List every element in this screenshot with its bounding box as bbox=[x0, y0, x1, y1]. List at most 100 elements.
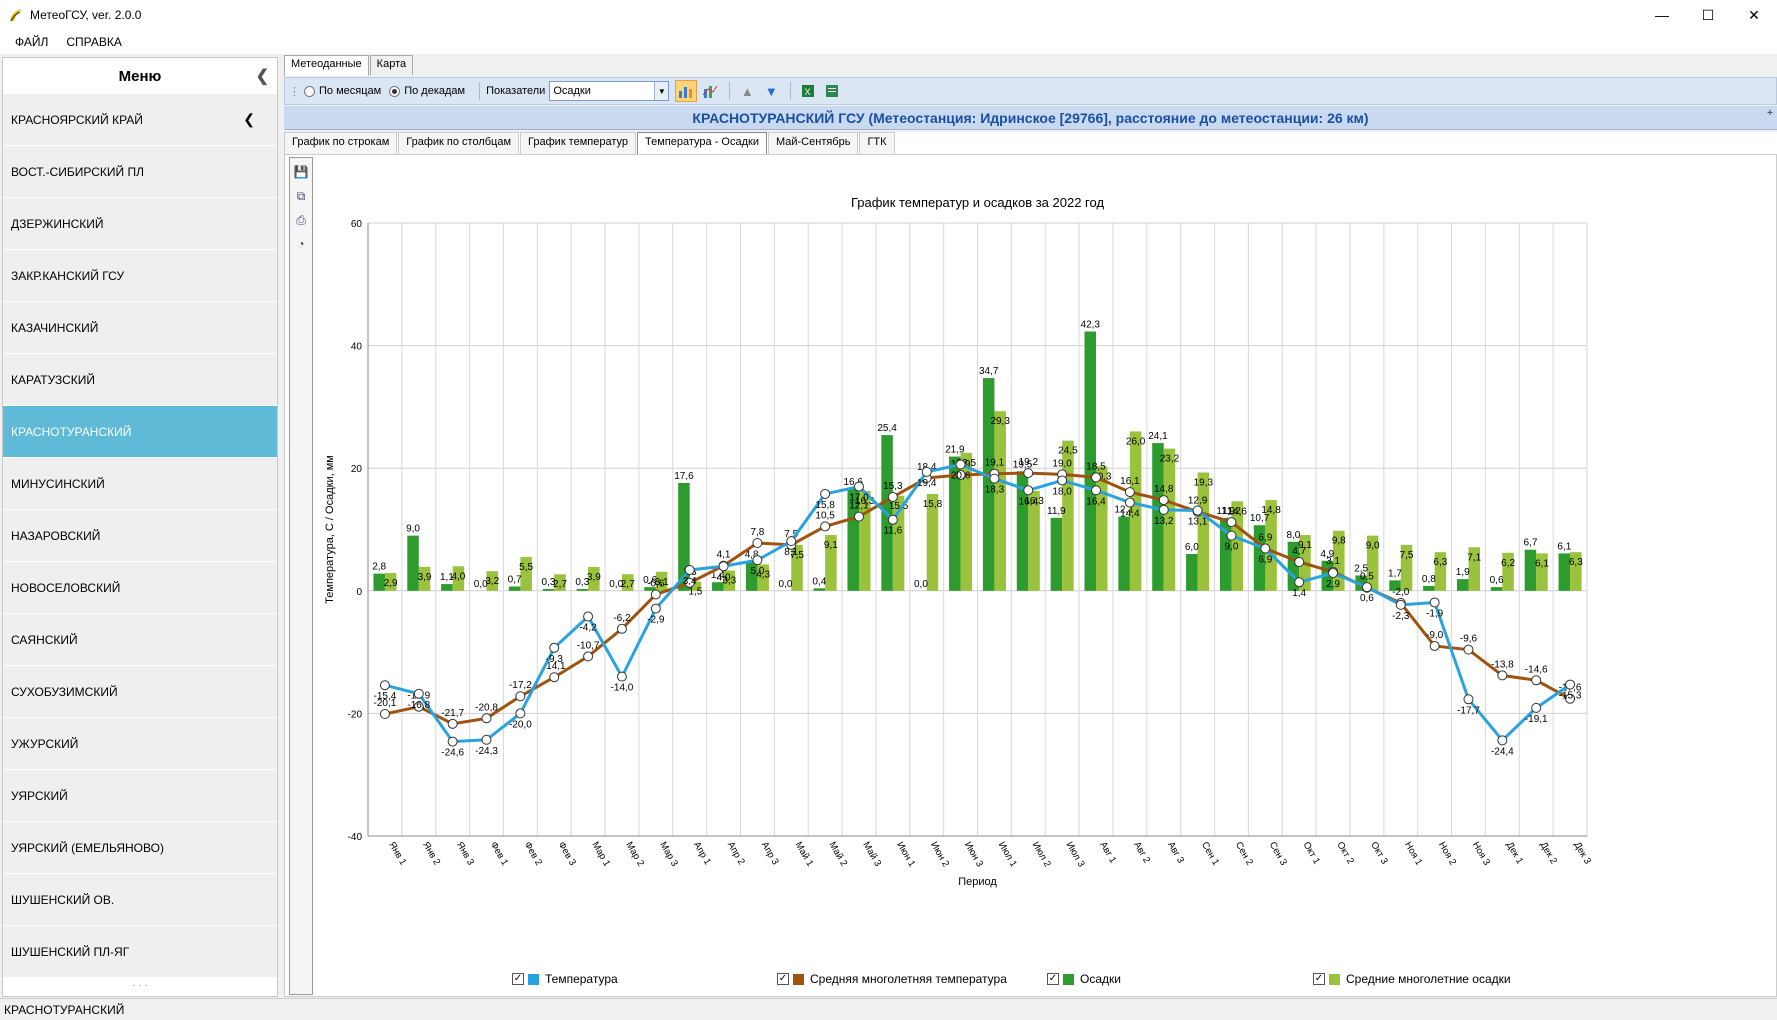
x-tick-label: Июл 3 bbox=[1064, 840, 1087, 869]
radio-circle bbox=[304, 85, 315, 97]
avg-precip-bar bbox=[825, 535, 837, 591]
precip-bar bbox=[813, 588, 826, 591]
tab-temp-precip[interactable]: Температура - Осадки bbox=[637, 132, 767, 154]
tab-by-columns[interactable]: График по столбцам bbox=[398, 132, 520, 154]
print-icon[interactable]: ⎙ bbox=[296, 212, 306, 227]
sidebar-item[interactable]: МИНУСИНСКИЙ bbox=[3, 458, 277, 510]
avg-precip-data-label: 20,3 bbox=[1092, 471, 1112, 482]
tab-temperature[interactable]: График температур bbox=[520, 132, 637, 154]
avg-temp-data-label: 16,1 bbox=[1120, 476, 1140, 487]
x-tick-label: Июн 1 bbox=[894, 840, 917, 869]
menu-file[interactable]: ФАЙЛ bbox=[15, 35, 49, 49]
checkbox[interactable]: ✓ bbox=[777, 973, 789, 985]
tab-map[interactable]: Карта bbox=[369, 55, 414, 75]
precip-data-label: 0,0 bbox=[914, 579, 928, 590]
precip-bar bbox=[949, 456, 961, 591]
legend-swatch bbox=[1329, 973, 1340, 985]
sidebar-item[interactable]: ЗАКР.КАНСКИЙ ГСУ bbox=[3, 250, 277, 302]
legend-temp[interactable]: ✓ Температура bbox=[512, 969, 618, 989]
temp-data-label: -2,3 bbox=[1392, 611, 1410, 622]
sidebar-item[interactable]: ДЗЕРЖИНСКИЙ bbox=[3, 198, 277, 250]
x-tick-label: Май 2 bbox=[827, 840, 850, 868]
arrow-up-icon[interactable]: ▲ bbox=[740, 83, 754, 99]
maximize-button[interactable]: ☐ bbox=[1701, 6, 1715, 23]
collapse-icon[interactable]: ❮ bbox=[255, 68, 269, 85]
checkbox[interactable]: ✓ bbox=[512, 973, 524, 985]
tab-meteodata[interactable]: Метеоданные bbox=[284, 55, 369, 76]
separator bbox=[790, 82, 792, 100]
avg-temp-data-label: 12,9 bbox=[1188, 496, 1208, 507]
avg-precip-data-label: 9,1 bbox=[824, 540, 838, 551]
sidebar-item[interactable]: НАЗАРОВСКИЙ bbox=[3, 510, 277, 562]
temp-data-label: 0,6 bbox=[1360, 593, 1374, 604]
legend-avg-temp[interactable]: ✓ Средняя многолетняя температура bbox=[777, 969, 1007, 989]
precip-data-label: 19,5 bbox=[1013, 459, 1033, 470]
legend-swatch bbox=[528, 973, 539, 985]
excel-export-icon[interactable]: X bbox=[797, 80, 819, 102]
close-button[interactable]: ✕ bbox=[1748, 6, 1760, 23]
avg-precip-bar bbox=[1265, 500, 1277, 591]
palette-icon[interactable]: ◔ bbox=[297, 237, 305, 251]
y-tick-label: 20 bbox=[351, 464, 363, 475]
sidebar-item[interactable]: КРАСНОЯРСКИЙ КРАЙ ❮ bbox=[3, 94, 277, 146]
avg-temp-marker bbox=[887, 492, 898, 503]
precip-data-label: 1,1 bbox=[440, 572, 454, 583]
temp-data-label: -17,7 bbox=[1457, 705, 1480, 716]
temp-data-label: -1,9 bbox=[1426, 608, 1444, 619]
avg-precip-data-label: 3,3 bbox=[722, 576, 736, 587]
sidebar-item-label: САЯНСКИЙ bbox=[11, 632, 78, 647]
temp-data-label: -15,3 bbox=[1559, 691, 1582, 702]
minimize-button[interactable]: — bbox=[1655, 7, 1669, 23]
line-chart-icon[interactable] bbox=[699, 80, 721, 102]
sidebar-item[interactable]: ШУШЕНСКИЙ ОВ. bbox=[3, 874, 277, 926]
sidebar-item[interactable]: УЯРСКИЙ (ЕМЕЛЬЯНОВО) bbox=[3, 822, 277, 874]
menu-help[interactable]: СПРАВКА bbox=[66, 35, 122, 49]
avg-precip-bar bbox=[1468, 547, 1480, 591]
checkbox[interactable]: ✓ bbox=[1047, 973, 1059, 985]
avg-precip-bar bbox=[960, 452, 973, 591]
excel-report-icon[interactable] bbox=[821, 80, 843, 102]
tab-by-rows[interactable]: График по строкам bbox=[284, 132, 398, 154]
sidebar-item[interactable]: НОВОСЕЛОВСКИЙ bbox=[3, 562, 277, 614]
tab-gtk[interactable]: ГТК bbox=[859, 132, 895, 154]
x-tick-label: Мар 3 bbox=[657, 840, 680, 868]
sidebar-item[interactable]: СУХОБУЗИМСКИЙ bbox=[3, 666, 277, 718]
checkbox[interactable]: ✓ bbox=[1313, 973, 1325, 985]
avg-temp-data-label: -6,2 bbox=[613, 613, 631, 624]
radio-by-decade[interactable]: По декадам bbox=[389, 85, 465, 97]
avg-temp-marker bbox=[820, 521, 831, 532]
save-icon[interactable]: 💾 bbox=[293, 165, 309, 179]
sidebar-item[interactable]: УЖУРСКИЙ bbox=[3, 718, 277, 770]
temp-marker bbox=[684, 564, 695, 575]
sidebar-item[interactable]: УЯРСКИЙ bbox=[3, 770, 277, 822]
indicator-select[interactable]: Осадки ▼ bbox=[549, 81, 670, 101]
separator bbox=[729, 82, 731, 100]
sidebar-item[interactable]: САЯНСКИЙ bbox=[3, 614, 277, 666]
radio-by-month[interactable]: По месяцам bbox=[304, 85, 381, 97]
avg-precip-data-label: 14,8 bbox=[1261, 505, 1281, 516]
sidebar-item[interactable]: КАРАТУЗСКИЙ bbox=[3, 354, 277, 406]
plus-icon[interactable]: + bbox=[1767, 108, 1773, 119]
copy-icon[interactable]: ⧉ bbox=[296, 188, 306, 203]
arrow-down-icon[interactable]: ▼ bbox=[764, 83, 778, 99]
sidebar-item[interactable]: ШУШЕНСКИЙ ПЛ-ЯГ bbox=[3, 926, 277, 978]
chevron-left-icon[interactable]: ❮ bbox=[243, 111, 255, 127]
legend-avg-precip[interactable]: ✓ Средние многолетние осадки bbox=[1313, 969, 1511, 989]
avg-precip-data-label: 26,0 bbox=[1126, 436, 1146, 447]
resize-grip[interactable]: · · · bbox=[132, 980, 148, 991]
avg-temp-data-label: 6,9 bbox=[1258, 533, 1272, 544]
avg-precip-data-label: 7,5 bbox=[790, 550, 804, 561]
status-text: КРАСНОТУРАНСКИЙ bbox=[4, 1002, 125, 1017]
precip-data-label: 2,5 bbox=[1354, 563, 1368, 574]
legend-precip[interactable]: ✓ Осадки bbox=[1047, 969, 1121, 989]
sidebar-item[interactable]: КАЗАЧИНСКИЙ bbox=[3, 302, 277, 354]
precip-data-label: 34,7 bbox=[979, 366, 999, 377]
precip-data-label: 6,0 bbox=[1185, 542, 1199, 553]
bar-chart-icon[interactable] bbox=[675, 80, 698, 102]
tab-may-sep[interactable]: Май-Сентябрь bbox=[767, 132, 859, 154]
sidebar-list: КРАСНОЯРСКИЙ КРАЙ ❮ ВОСТ.-СИБИРСКИЙ ПЛ ДЗЕР… bbox=[3, 94, 277, 978]
precip-data-label: 4,9 bbox=[1320, 549, 1334, 560]
sidebar-item[interactable]: ВОСТ.-СИБИРСКИЙ ПЛ bbox=[3, 146, 277, 198]
sidebar-item[interactable]: КРАСНОТУРАНСКИЙ bbox=[3, 406, 277, 458]
avg-precip-data-label: 4,3 bbox=[756, 569, 770, 580]
